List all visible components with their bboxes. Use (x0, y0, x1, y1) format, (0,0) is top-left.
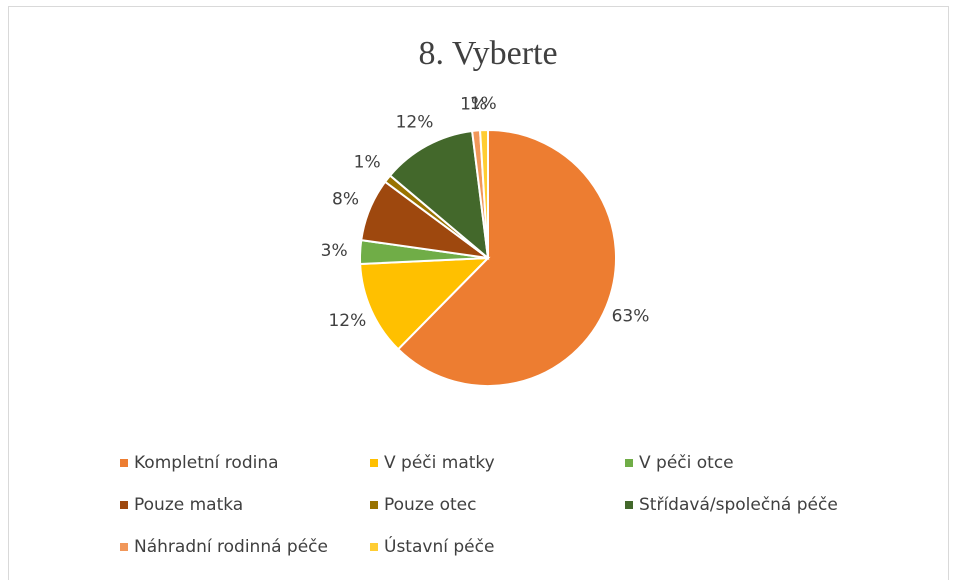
legend-label: Náhradní rodinná péče (134, 537, 328, 557)
legend-swatch (120, 501, 128, 509)
legend-swatch (120, 543, 128, 551)
pie-slice (359, 256, 491, 351)
data-label: 3% (321, 241, 348, 261)
legend-label: Ústavní péče (384, 535, 494, 557)
legend-swatch (370, 543, 378, 551)
pie-slice (388, 129, 490, 261)
data-label: 8% (332, 190, 359, 210)
legend-label: V péči matky (384, 453, 495, 473)
legend-label: Pouze matka (134, 495, 243, 515)
legend-swatch (370, 459, 378, 467)
legend-swatch (120, 459, 128, 467)
legend-swatch (625, 459, 633, 467)
data-label: 12% (396, 113, 434, 133)
chart-title: 8. Vyberte (418, 35, 557, 72)
pie-slice (478, 128, 489, 259)
legend-label: Střídavá/společná péče (639, 495, 838, 515)
legend-swatch (625, 501, 633, 509)
legend-swatch (370, 501, 378, 509)
data-label: 1% (460, 95, 487, 115)
data-label: 63% (612, 306, 650, 326)
data-label: 12% (328, 311, 366, 331)
legend-label: V péči otce (639, 453, 734, 473)
data-label: 1% (354, 153, 381, 173)
legend-label: Kompletní rodina (134, 453, 279, 473)
legend-label: Pouze otec (384, 495, 476, 515)
data-label: 1% (470, 94, 497, 114)
pie-slice (396, 128, 617, 387)
